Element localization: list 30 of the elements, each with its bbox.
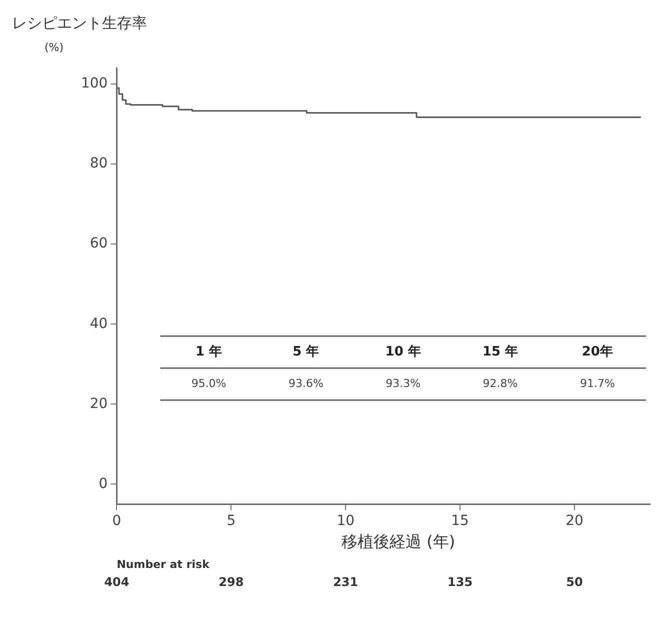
annotation: 15 年: [482, 344, 518, 360]
annotation: 92.8%: [482, 377, 518, 390]
annotation: 1 年: [196, 344, 222, 360]
annotation: 5 年: [292, 344, 320, 360]
y-tick-label: 20: [90, 396, 108, 412]
text: 404: [104, 575, 130, 590]
x-tick-label: 10: [336, 513, 355, 530]
y-tick-label: 80: [90, 156, 108, 172]
text: 231: [333, 575, 358, 590]
text: 50: [566, 575, 583, 590]
x-tick-label: 15: [451, 513, 469, 530]
text: 135: [448, 575, 473, 590]
x-axis-title: 移植後経過 (年): [342, 532, 456, 552]
annotation: 91.7%: [580, 377, 615, 390]
y-tick-label: 100: [80, 76, 108, 92]
y-tick-label: 0: [98, 476, 108, 492]
annotation: 10 年: [385, 344, 421, 360]
annotation: 95.0%: [191, 377, 226, 390]
text: Number at risk: [116, 558, 210, 571]
y-tick-label: 40: [90, 316, 108, 332]
annotation: 93.6%: [288, 377, 324, 390]
y-tick-label: 60: [90, 236, 108, 252]
y-axis-title: (%): [44, 40, 64, 54]
x-tick-label: 5: [226, 513, 236, 530]
text: 298: [218, 575, 244, 590]
chart-title: レシピエント生存率: [12, 14, 147, 32]
annotation: 93.3%: [386, 377, 421, 390]
x-tick-label: 20: [566, 513, 584, 530]
x-tick-label: 0: [112, 513, 122, 530]
annotation: 20年: [582, 344, 613, 360]
